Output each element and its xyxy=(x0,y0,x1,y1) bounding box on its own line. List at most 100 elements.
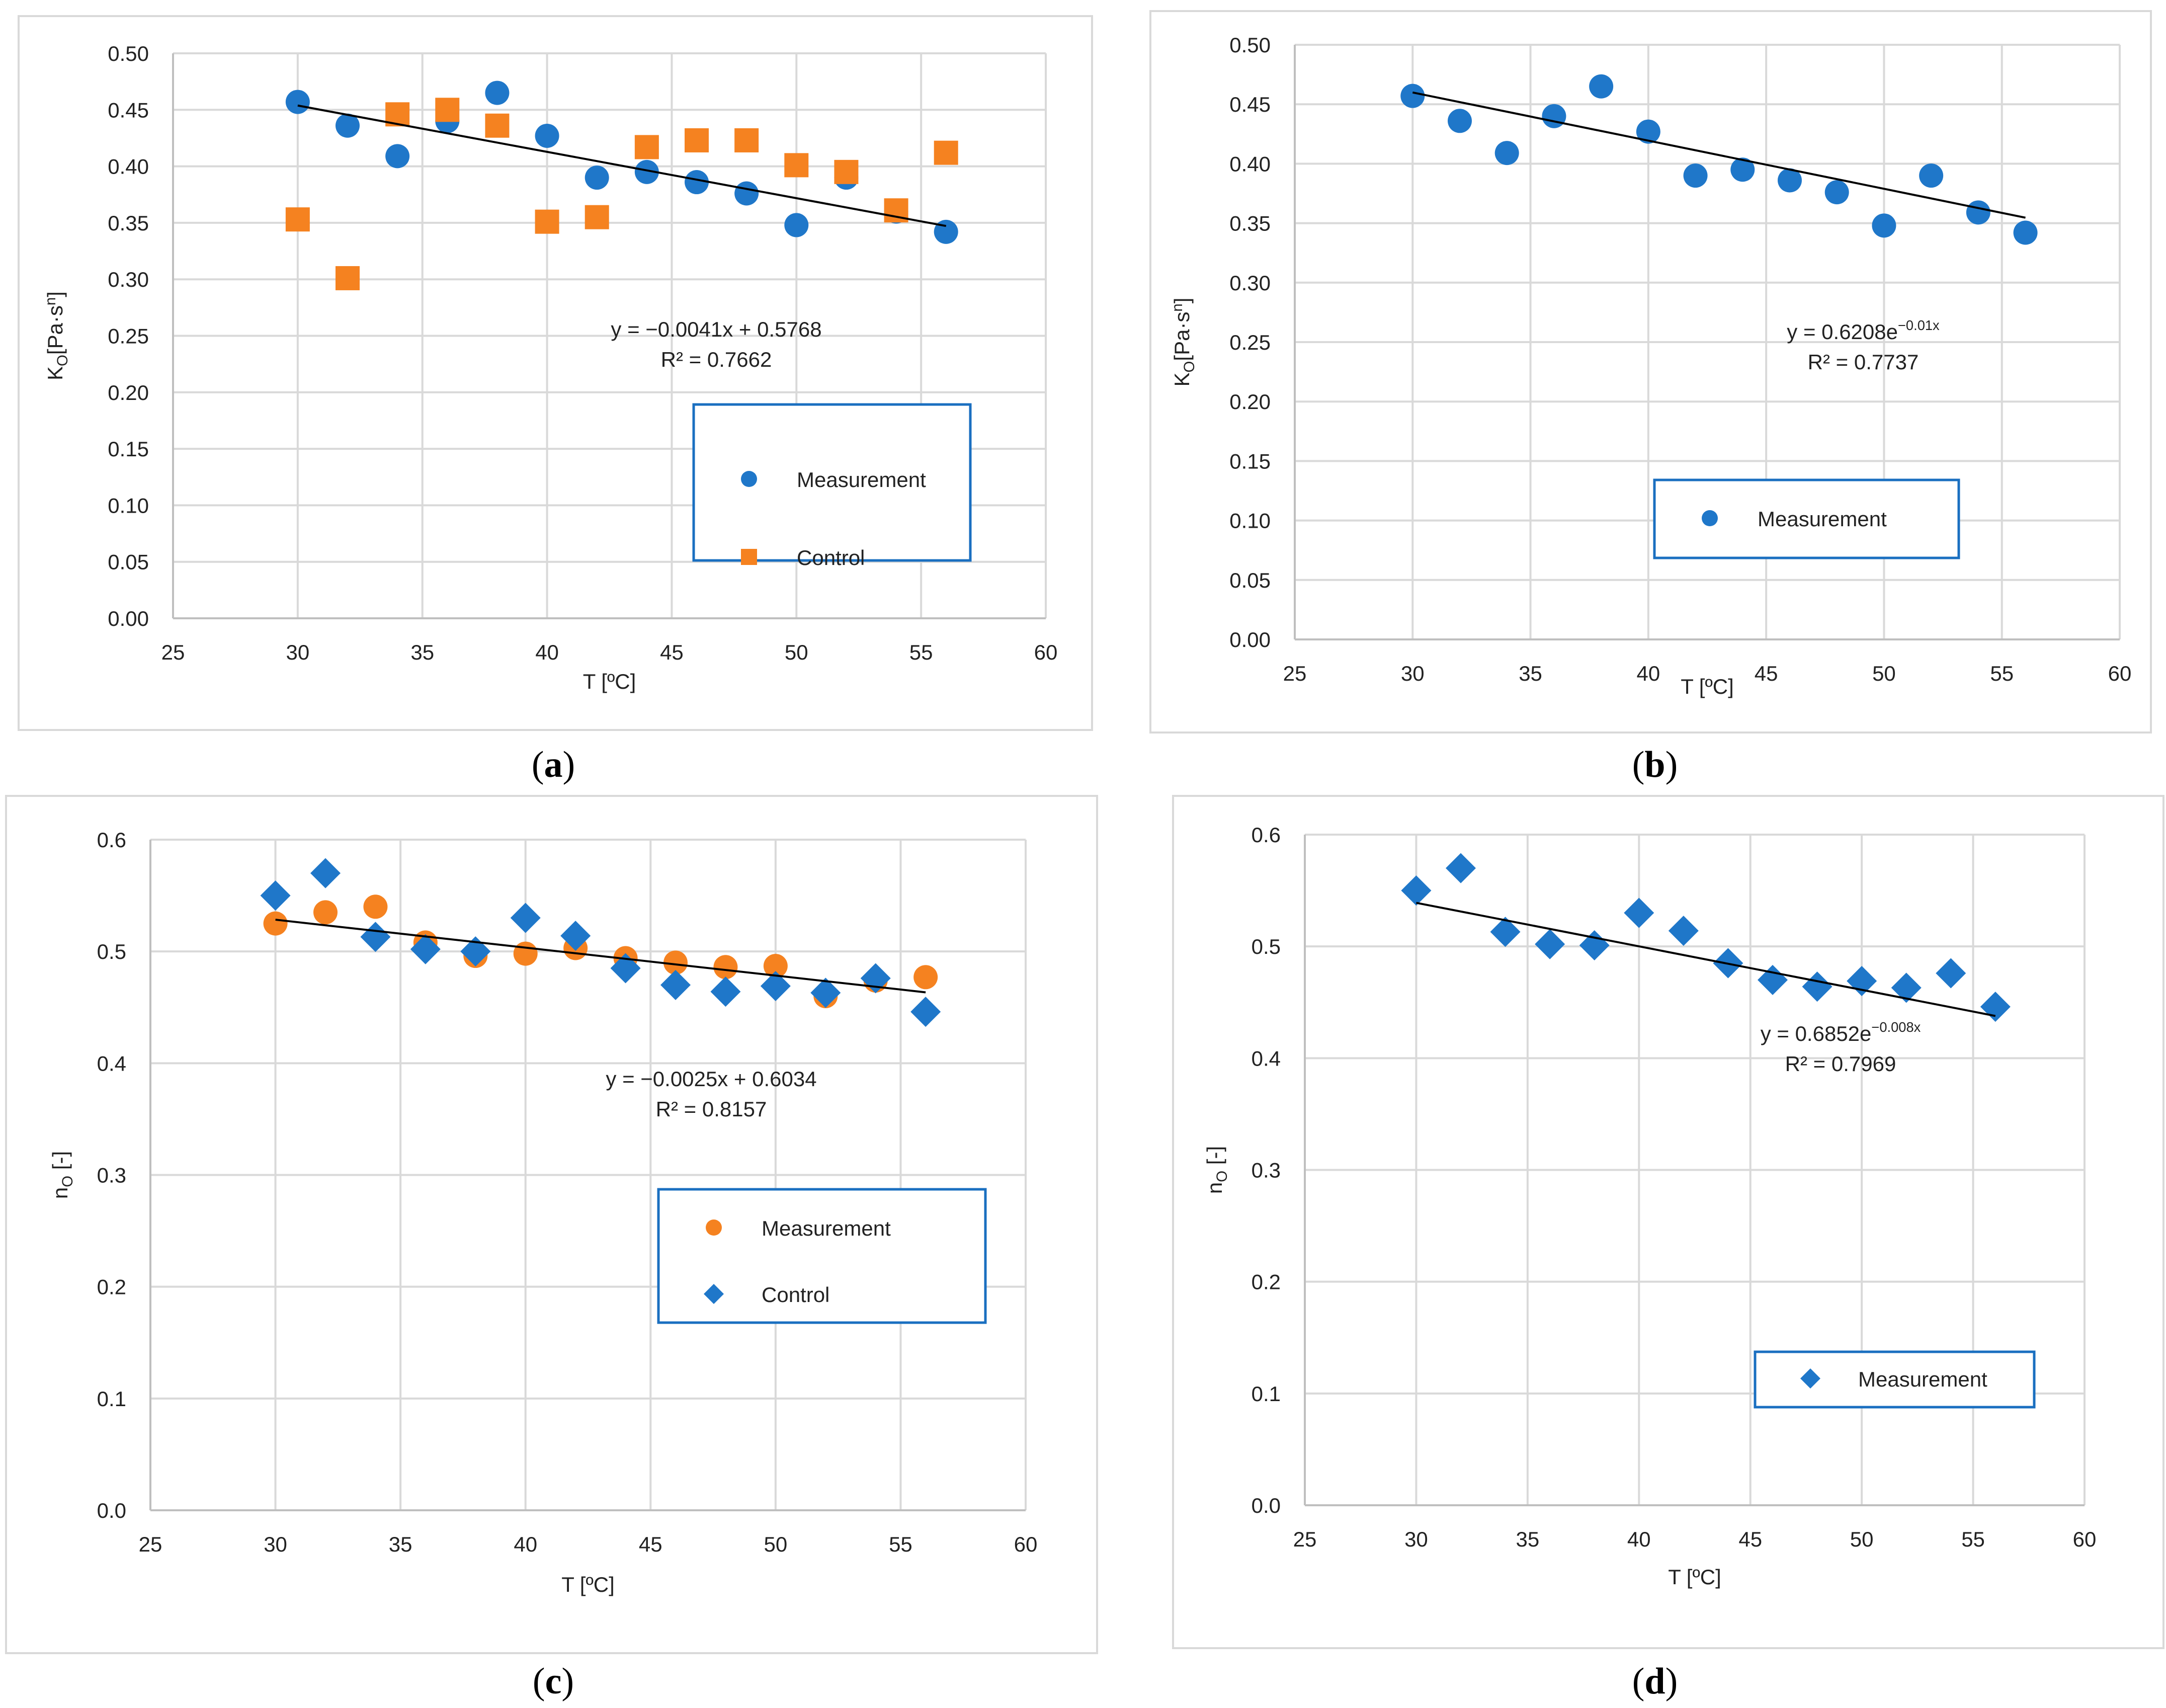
chart-a-point-control-3 xyxy=(435,98,460,122)
chart-d-point-measurement-1 xyxy=(1446,853,1476,883)
chart-c-point-control-4 xyxy=(460,936,491,967)
chart-b-point-measurement-9 xyxy=(1824,180,1849,205)
chart-c-legend-marker-measurement xyxy=(706,1219,722,1236)
chart-d-point-measurement-5 xyxy=(1624,898,1654,928)
chart-c-point-measurement-0 xyxy=(263,911,288,936)
chart-c-point-control-8 xyxy=(660,969,691,1000)
chart-d-point-measurement-2 xyxy=(1490,917,1521,947)
chart-b-point-measurement-8 xyxy=(1778,168,1802,193)
chart-a-point-measurement-5 xyxy=(535,123,559,148)
chart-a-xlabel: T [ºC] xyxy=(583,670,636,693)
chart-a-series-control xyxy=(285,98,958,290)
chart-c-point-control-5 xyxy=(510,903,541,933)
chart-b-grid xyxy=(1295,44,2121,639)
chart-b-ytick-0.5: 0.50 xyxy=(1229,33,1271,57)
chart-a-ytick-0.35: 0.35 xyxy=(108,211,149,235)
chart-a-xtick-25: 25 xyxy=(161,640,185,664)
chart-a-point-measurement-10 xyxy=(784,213,809,237)
chart-a-legend: Measurement Control xyxy=(692,403,972,570)
chart-c-ytick-0.4: 0.4 xyxy=(97,1051,126,1075)
chart-b-ytick-0.45: 0.45 xyxy=(1229,93,1271,116)
chart-a-xtick-45: 45 xyxy=(660,640,684,664)
chart-a-ytick-0.25: 0.25 xyxy=(108,324,149,348)
chart-a-legend-label-control: Control xyxy=(797,546,865,570)
chart-b-legend: Measurement xyxy=(1653,478,1960,559)
chart-d-ytick-0.2: 0.2 xyxy=(1252,1270,1281,1294)
chart-c-point-measurement-1 xyxy=(313,900,338,925)
chart-c-point-control-13 xyxy=(910,997,941,1027)
chart-c-point-measurement-8 xyxy=(663,950,688,975)
caption-b-close: ) xyxy=(1665,744,1678,785)
chart-c-xtick-30: 30 xyxy=(264,1532,287,1556)
chart-d-ytick-0.3: 0.3 xyxy=(1252,1159,1281,1182)
chart-a-point-control-10 xyxy=(784,153,809,178)
caption-a: (a) xyxy=(453,744,654,786)
chart-a-xtick-30: 30 xyxy=(286,640,309,664)
chart-a-ytick-0.45: 0.45 xyxy=(108,98,149,122)
chart-d-point-measurement-3 xyxy=(1535,929,1565,959)
chart-b-point-measurement-7 xyxy=(1730,157,1755,182)
chart-a-xtick-60: 60 xyxy=(1034,640,1058,664)
chart-a-ylabel-end: ] xyxy=(43,291,67,297)
chart-a-xtick-50: 50 xyxy=(785,640,808,664)
chart-d-ytick-0.1: 0.1 xyxy=(1252,1382,1281,1406)
chart-c-grid xyxy=(150,839,1027,1510)
chart-b-ytick-0.1: 0.10 xyxy=(1229,509,1271,533)
chart-d-point-measurement-8 xyxy=(1758,964,1788,995)
chart-d-xtick-30: 30 xyxy=(1404,1527,1428,1551)
chart-d-point-measurement-9 xyxy=(1802,971,1832,1002)
caption-b: (b) xyxy=(1554,744,1756,786)
chart-c-svg: 25 30 35 40 45 50 55 60 0.0 0.1 0.2 0.3 0.4 0.5 0.6 T [… xyxy=(48,828,1037,1596)
chart-c-xlabel: T [ºC] xyxy=(561,1573,615,1596)
chart-c-legend: Measurement Control xyxy=(657,1188,987,1324)
caption-c: (c) xyxy=(453,1660,654,1703)
chart-b-svg: 25 30 35 40 45 50 55 60 0.00 0.05 0.10 0.15 0.20 0.25… xyxy=(1169,33,2132,698)
chart-a-point-control-1 xyxy=(336,266,360,290)
chart-a-xtick-40: 40 xyxy=(535,640,559,664)
chart-a-point-measurement-9 xyxy=(734,181,759,206)
chart-a-ylabel-sub: O xyxy=(54,355,71,366)
chart-d-legend-label-measurement: Measurement xyxy=(1858,1367,1987,1391)
chart-b-point-measurement-12 xyxy=(1966,200,1990,225)
chart-b-xtick-40: 40 xyxy=(1636,662,1660,685)
chart-b-equation: y = 0.6208e−0.01x xyxy=(1787,317,1940,344)
chart-b-xtick-60: 60 xyxy=(2108,662,2132,685)
caption-d-open: ( xyxy=(1632,1661,1645,1702)
chart-c-point-control-9 xyxy=(710,977,741,1007)
chart-d-equation: y = 0.6852e−0.008x xyxy=(1761,1019,1921,1045)
chart-c-ytick-0.3: 0.3 xyxy=(97,1164,126,1187)
chart-d-ylabel: nO [-] xyxy=(1203,1146,1230,1194)
chart-c-point-control-12 xyxy=(860,963,891,994)
chart-b-ylabel-mid: [Pa·s xyxy=(1170,312,1194,361)
chart-c-point-control-1 xyxy=(310,858,341,888)
chart-c-xtick-45: 45 xyxy=(639,1532,662,1556)
chart-c-series-control xyxy=(260,858,941,1027)
chart-c-point-measurement-10 xyxy=(763,954,788,979)
chart-d-xtick-25: 25 xyxy=(1293,1527,1317,1551)
chart-c-ytick-0.6: 0.6 xyxy=(97,828,126,852)
chart-b-ylabel-end: ] xyxy=(1170,298,1194,304)
chart-b-equation-base: y = 0.6208e xyxy=(1787,320,1898,344)
chart-b-ylabel: KO[Pa·sn] xyxy=(1169,298,1198,387)
chart-a-point-control-7 xyxy=(634,135,659,159)
chart-a-point-control-4 xyxy=(485,113,510,138)
chart-panel-d: 25 30 35 40 45 50 55 60 0.0 0.1 0.2 0.3 0.4 0.5 0.6 T [… xyxy=(1172,795,2164,1649)
caption-d-label: d xyxy=(1644,1661,1665,1702)
chart-b-xtick-25: 25 xyxy=(1283,662,1307,685)
chart-a-point-measurement-8 xyxy=(685,170,709,195)
chart-b-r2: R² = 0.7737 xyxy=(1808,350,1919,374)
chart-c-point-control-3 xyxy=(410,934,441,964)
chart-b-xtick-35: 35 xyxy=(1519,662,1542,685)
chart-d-trendline xyxy=(1416,902,1996,1017)
chart-a-point-control-8 xyxy=(685,128,709,152)
chart-c-equation: y = −0.0025x + 0.6034 xyxy=(606,1067,816,1091)
chart-b-point-measurement-13 xyxy=(2013,220,2038,245)
chart-b-point-measurement-2 xyxy=(1494,141,1519,166)
chart-c-legend-label-control: Control xyxy=(762,1283,829,1307)
chart-b-point-measurement-11 xyxy=(1919,164,1944,188)
chart-c-ylabel-sub: O xyxy=(59,1176,76,1187)
chart-a-point-measurement-0 xyxy=(285,90,310,114)
chart-c-trendline xyxy=(275,919,926,994)
chart-b-trendline xyxy=(1412,91,2026,219)
chart-b-point-measurement-0 xyxy=(1400,84,1425,108)
